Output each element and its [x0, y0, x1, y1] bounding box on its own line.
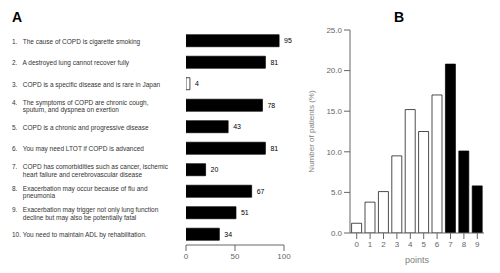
svg-text:3. COPD is a specific diseas: 3. COPD is a specific disease and is rar… — [12, 80, 161, 88]
svg-text:5. COPD is a chronic and pro: 5. COPD is a chronic and progressive dis… — [12, 123, 149, 131]
svg-text:78: 78 — [267, 102, 275, 109]
svg-text:81: 81 — [270, 59, 278, 66]
svg-text:2. A destroyed lung cannot r: 2. A destroyed lung cannot recover fully — [12, 59, 130, 67]
svg-text:4: 4 — [408, 240, 413, 249]
svg-text:0: 0 — [354, 240, 359, 249]
svg-text:points: points — [405, 255, 430, 265]
svg-text:1. The cause of COPD is ciga: 1. The cause of COPD is cigarette smokin… — [12, 37, 141, 45]
svg-text:10.0: 10.0 — [326, 148, 342, 157]
svg-text:95: 95 — [284, 37, 292, 44]
svg-text:100: 100 — [277, 252, 291, 261]
svg-text:10. You need to maintain ADL b: 10. You need to maintain ADL by rehabili… — [12, 231, 147, 239]
svg-text:5: 5 — [421, 240, 426, 249]
svg-text:67: 67 — [257, 188, 265, 195]
svg-text:8. Exacerbation may occur be: 8. Exacerbation may occur because of flu… — [12, 184, 148, 200]
svg-text:20: 20 — [211, 166, 219, 173]
svg-text:15.0: 15.0 — [326, 107, 342, 116]
svg-text:8: 8 — [462, 240, 467, 249]
svg-text:0.0: 0.0 — [331, 229, 343, 238]
svg-text:34: 34 — [224, 231, 232, 238]
svg-text:1: 1 — [368, 240, 373, 249]
svg-text:6: 6 — [435, 240, 440, 249]
html-text:B: B — [393, 9, 405, 25]
svg-text:9. Exacerbation may trigger: 9. Exacerbation may trigger not only lun… — [12, 206, 159, 222]
svg-text:Number of patients (%): Number of patients (%) — [307, 90, 316, 173]
svg-text:2: 2 — [381, 240, 386, 249]
svg-text:9: 9 — [475, 240, 480, 249]
svg-text:4. The symptoms of COPD are: 4. The symptoms of COPD are chronic coug… — [12, 98, 149, 114]
svg-text:7. COPD has comorbidities su: 7. COPD has comorbidities such as cancer… — [12, 163, 169, 178]
svg-text:50: 50 — [231, 252, 240, 261]
svg-text:4: 4 — [195, 80, 199, 87]
svg-text:0: 0 — [184, 252, 189, 261]
svg-text:20.0: 20.0 — [326, 66, 342, 75]
html-text:A: A — [12, 9, 23, 25]
svg-text:25.0: 25.0 — [326, 26, 342, 35]
svg-text:81: 81 — [270, 145, 278, 152]
svg-text:43: 43 — [233, 123, 241, 130]
svg-text:5.0: 5.0 — [331, 188, 343, 197]
svg-text:3: 3 — [395, 240, 400, 249]
svg-text:7: 7 — [448, 240, 453, 249]
svg-text:6. You may need LTOT if COPD: 6. You may need LTOT if COPD is advanced — [12, 145, 144, 153]
svg-text:51: 51 — [241, 209, 249, 216]
